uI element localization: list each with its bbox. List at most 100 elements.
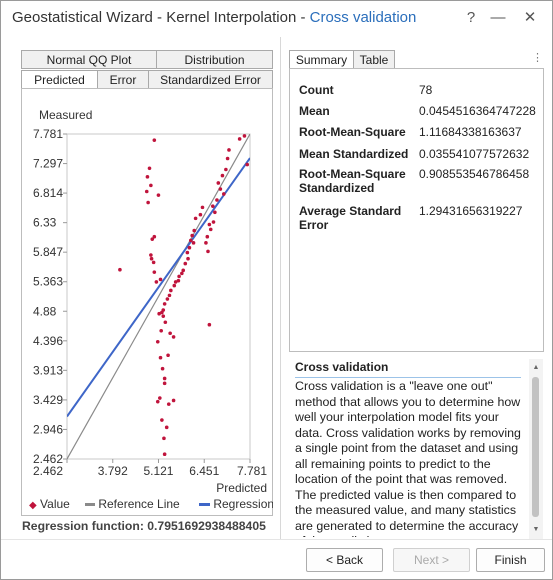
data-point [166, 402, 171, 406]
more-options-icon[interactable]: ⋮ [532, 52, 543, 64]
data-point [147, 166, 152, 171]
data-point [149, 183, 153, 188]
regression-function: Regression function: 0.7951692938488405 [22, 519, 266, 533]
data-point [160, 418, 164, 422]
minimize-button[interactable]: — [490, 9, 506, 26]
data-point [152, 234, 157, 239]
data-point [192, 228, 197, 233]
data-point [168, 331, 172, 336]
data-point [224, 167, 228, 172]
x-tick-label: 3.792 [98, 464, 128, 478]
data-point [158, 396, 162, 400]
data-point [211, 220, 216, 224]
data-point [245, 162, 250, 167]
panel-splitter[interactable] [280, 37, 281, 539]
data-point [237, 137, 242, 141]
legend-item-value: ◆ Value [29, 497, 70, 511]
tab-table[interactable]: Table [353, 50, 395, 69]
legend-value-label: Value [40, 497, 70, 511]
data-point [208, 227, 213, 232]
tab-summary[interactable]: Summary [289, 50, 354, 69]
window-title-step: Cross validation [309, 9, 417, 26]
y-tick-label: 2.946 [33, 422, 63, 436]
tab-predicted[interactable]: Predicted [21, 70, 98, 89]
stat-value-rms-standardized: 0.908553546786458 [419, 167, 530, 181]
help-heading-underline [295, 377, 521, 378]
tab-normal-qq-plot[interactable]: Normal QQ Plot [21, 50, 157, 69]
data-point [215, 198, 219, 202]
data-point [173, 280, 178, 284]
x-axis-label: Predicted [216, 481, 267, 495]
y-tick-label: 7.781 [33, 127, 63, 141]
data-point [216, 181, 221, 185]
data-point [162, 302, 167, 306]
data-point [185, 250, 190, 255]
data-point [156, 193, 161, 197]
data-point [225, 156, 230, 161]
data-point [162, 436, 166, 441]
scroll-thumb[interactable] [532, 377, 539, 517]
back-button[interactable]: < Back [306, 548, 383, 572]
x-tick-label: 7.781 [237, 464, 267, 478]
data-point [198, 212, 203, 217]
data-point [211, 204, 215, 208]
data-point [205, 234, 210, 239]
data-point [204, 241, 208, 245]
data-point [218, 187, 223, 191]
data-point [162, 381, 167, 386]
y-tick-label: 7.297 [33, 157, 63, 171]
stat-label-mean: Mean [299, 104, 330, 118]
stat-value-average-standard-error: 1.29431656319227 [419, 204, 523, 218]
scroll-up-icon[interactable]: ▲ [532, 364, 540, 371]
close-button[interactable]: ✕ [523, 9, 537, 26]
stat-value-mean: 0.0454516364747228 [419, 104, 536, 118]
data-point [206, 249, 210, 254]
data-point [169, 288, 173, 293]
data-point [152, 270, 157, 274]
data-point [145, 175, 150, 179]
data-point [171, 398, 176, 403]
stat-label-count: Count [299, 83, 334, 97]
data-point [188, 238, 193, 243]
data-point [162, 376, 167, 381]
tab-distribution[interactable]: Distribution [156, 50, 273, 69]
legend-regression-swatch [199, 503, 210, 507]
x-tick-label: 5.121 [143, 464, 173, 478]
help-button[interactable]: ? [466, 9, 476, 26]
help-scrollbar[interactable]: ▲ ▼ [529, 359, 543, 539]
legend-value-marker: ◆ [29, 500, 37, 511]
next-button[interactable]: Next > [393, 548, 470, 572]
y-tick-label: 5.847 [33, 245, 63, 259]
stat-label-rms-standardized: Root-Mean-Square Standardized [299, 167, 406, 195]
data-point [200, 205, 205, 210]
x-tick-label: 2.462 [33, 464, 63, 478]
data-point [220, 173, 225, 178]
tab-standardized-error[interactable]: Standardized Error [148, 70, 273, 89]
data-point [144, 189, 149, 194]
data-point [155, 340, 160, 344]
stat-label-average-standard-error: Average Standard Error [299, 204, 402, 232]
data-point [207, 322, 212, 327]
scroll-down-icon[interactable]: ▼ [532, 526, 540, 533]
data-point [165, 297, 170, 301]
data-point [180, 271, 184, 276]
y-tick-label: 6.33 [33, 216, 57, 230]
data-point [177, 274, 181, 279]
data-point [149, 256, 154, 261]
legend-item-reference-line: Reference Line [85, 497, 180, 511]
data-point [193, 216, 198, 221]
data-point [158, 277, 163, 282]
data-point [158, 355, 163, 360]
summary-panel [289, 68, 544, 352]
tab-error[interactable]: Error [97, 70, 149, 89]
data-point [186, 256, 190, 261]
data-point [222, 192, 226, 196]
finish-button[interactable]: Finish [476, 548, 545, 572]
stat-label-rms: Root-Mean-Square [299, 125, 406, 139]
legend-item-regression: Regression [199, 497, 273, 511]
data-point [160, 366, 165, 371]
y-tick-label: 6.814 [33, 186, 63, 200]
stat-value-mean-standardized: 0.035541077572632 [419, 147, 530, 161]
stat-value-count: 78 [419, 83, 433, 97]
legend-reference-label: Reference Line [98, 497, 180, 511]
